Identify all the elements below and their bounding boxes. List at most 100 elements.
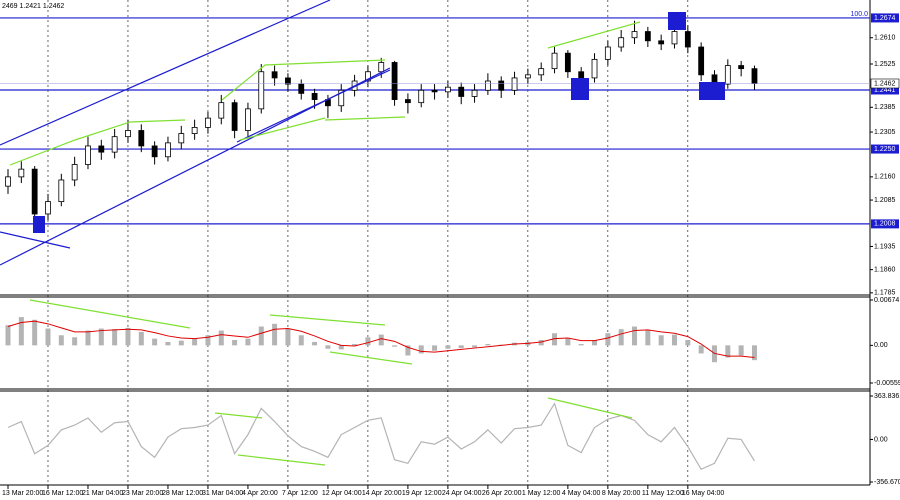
macd-bar: [5, 325, 11, 346]
macd-bar: [738, 345, 744, 356]
level-label-box: [871, 85, 899, 95]
cci-line: [7, 402, 755, 471]
x-tick-label: 16 May 04:00: [682, 490, 725, 497]
macd-bar: [312, 342, 318, 346]
candle-body: [698, 46, 705, 76]
macd-bar: [165, 342, 171, 346]
candle-body: [18, 168, 25, 178]
macd-signal: [7, 320, 755, 358]
candle-body: [45, 201, 51, 215]
level-label: 1.2674: [874, 15, 896, 22]
candle-body: [671, 31, 678, 45]
header: 2469 1.2421 1.2462: [2, 3, 64, 10]
candle-body: [444, 86, 451, 93]
x-tick-label: 8 May 20:00: [602, 490, 641, 497]
candle-body: [178, 133, 185, 144]
candle-body: [578, 71, 585, 79]
candle-body: [205, 117, 211, 128]
macd-bar: [552, 333, 558, 346]
candle-body: [458, 86, 465, 97]
macd-bar: [578, 344, 584, 346]
level-label-box: [871, 219, 899, 229]
macd-bar: [45, 328, 51, 346]
candle-body: [684, 31, 691, 48]
macd-bar: [485, 344, 491, 346]
y-tick-label: 1.2160: [874, 174, 896, 181]
candle-body: [484, 80, 491, 91]
candle-body: [618, 37, 625, 48]
candle-body: [338, 89, 345, 107]
macd-bar: [565, 338, 571, 346]
candle-body: [591, 58, 598, 79]
macd-bar: [258, 326, 264, 346]
macd-bar: [125, 327, 131, 346]
y-tick-label: 0.00: [874, 342, 888, 349]
macd-bar: [298, 335, 304, 346]
candle-body: [724, 65, 731, 85]
macd-bar: [618, 329, 624, 346]
macd-bar: [432, 345, 438, 351]
macd-bar: [698, 345, 704, 354]
macd-bar: [245, 338, 251, 346]
macd-bar: [405, 345, 411, 356]
x-tick-label: 4 May 04:00: [562, 490, 601, 497]
macd-bar: [458, 345, 464, 349]
macd-bar: [72, 337, 78, 346]
macd-bar: [685, 339, 691, 346]
y-tick-label: 1.2610: [874, 35, 896, 42]
macd-bar: [378, 334, 384, 346]
macd-bar: [112, 329, 118, 346]
annotations: [0, 0, 725, 466]
divergence-line: [324, 116, 406, 121]
divergence-line: [547, 21, 641, 49]
divergence-line: [9, 119, 186, 166]
macd-bar: [138, 331, 144, 346]
macd-bar: [152, 338, 158, 346]
macd-bar: [192, 338, 198, 346]
candle-body: [751, 68, 758, 84]
candle-body: [5, 176, 11, 187]
candle-body: [511, 77, 518, 91]
macd-bar: [658, 335, 664, 346]
y-tick-label: -356.6701: [874, 479, 900, 486]
level-note: 100.0: [850, 11, 868, 18]
candle-body: [231, 102, 238, 131]
channel-upper: [0, 0, 331, 146]
macd-bar: [472, 345, 478, 348]
y-tick-label: 1.1860: [874, 266, 896, 273]
macd-bar: [272, 323, 278, 346]
candle-body: [471, 89, 478, 97]
y-tick-label: 0.00674: [874, 297, 899, 304]
macd-bar: [392, 345, 398, 347]
divergence-line: [239, 117, 326, 141]
divergence-line: [237, 454, 326, 466]
x-tick-label: 26 Apr 20:00: [482, 490, 522, 497]
y-tick-label: -0.00559: [874, 380, 900, 387]
x-tick-label: 4 Apr 20:00: [242, 490, 278, 497]
current-price-box: [870, 78, 900, 89]
divergence-line: [329, 351, 413, 365]
trend-line: [0, 231, 71, 249]
y-tick-label: 363.8361: [874, 393, 900, 400]
y-tick-label: 1.2525: [874, 61, 896, 68]
macd-bar: [325, 345, 331, 349]
macd-bar: [232, 339, 238, 346]
x-tick-label: 16 Mar 12:00: [42, 490, 83, 497]
candle-body: [71, 164, 78, 181]
macd-bar: [418, 345, 424, 354]
trend-line: [236, 69, 391, 143]
y-tick-label: 1.2085: [874, 197, 896, 204]
x-tick-label: 7 Apr 12:00: [282, 490, 318, 497]
candle-body: [418, 89, 425, 104]
x-tick-label: 13 Mar 20:00: [2, 490, 43, 497]
x-tick-label: 19 Apr 12:00: [402, 490, 442, 497]
signal-box: [33, 216, 45, 233]
macd-bar: [751, 345, 757, 361]
macd-bar: [285, 328, 291, 346]
divergence-line: [29, 299, 191, 329]
candle-body: [644, 31, 651, 42]
candle-body: [551, 52, 558, 70]
candle-body: [191, 127, 198, 134]
candle-body: [378, 62, 385, 73]
